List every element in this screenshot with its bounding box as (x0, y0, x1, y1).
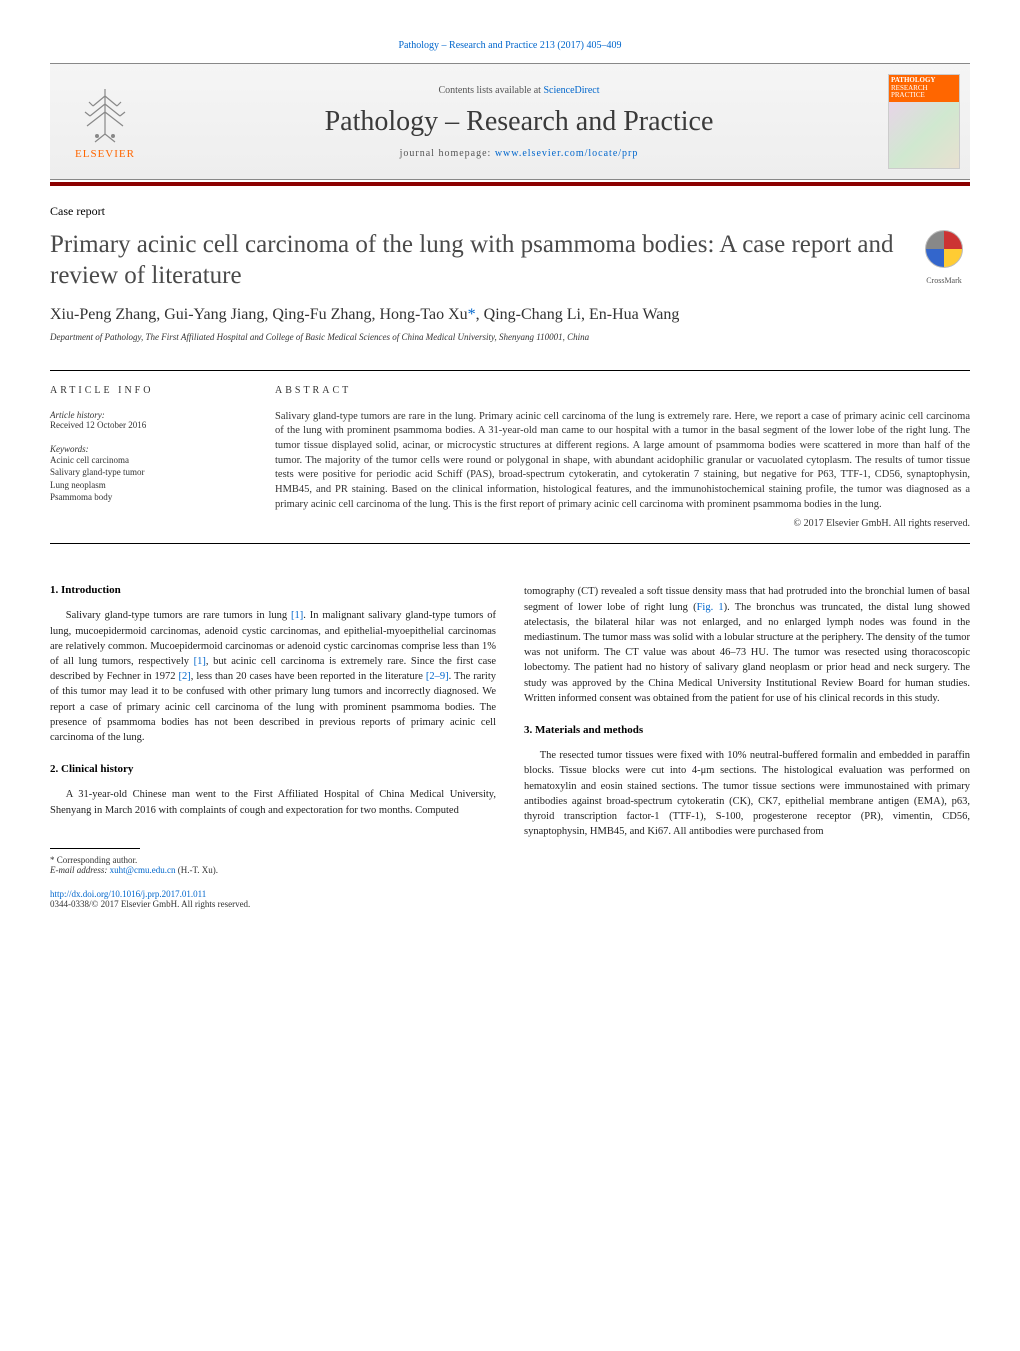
crossmark-badge[interactable]: CrossMark (918, 229, 970, 285)
cover-sub2: PRACTICE (891, 92, 957, 100)
elsevier-logo[interactable]: ELSEVIER (60, 77, 150, 167)
contents-prefix: Contents lists available at (438, 85, 543, 96)
homepage-link[interactable]: www.elsevier.com/locate/prp (495, 148, 639, 159)
article-info-column: ARTICLE INFO Article history: Received 1… (50, 370, 255, 530)
body-columns: 1. Introduction Salivary gland-type tumo… (50, 584, 970, 908)
keyword-2: Salivary gland-type tumor (50, 466, 235, 479)
s1-text-d: , less than 20 cases have been reported … (191, 671, 426, 682)
title-row: Primary acinic cell carcinoma of the lun… (50, 229, 970, 292)
citation-header: Pathology – Research and Practice 213 (2… (50, 40, 970, 51)
footnote-separator (50, 848, 140, 849)
cover-header: PATHOLOGY RESEARCH PRACTICE (889, 75, 959, 102)
citation-link[interactable]: Pathology – Research and Practice 213 (2… (398, 40, 621, 51)
ref-link-2[interactable]: [1] (194, 656, 206, 667)
section-1-heading: 1. Introduction (50, 584, 496, 596)
corresponding-author-note: * Corresponding author. (50, 855, 496, 865)
section-2-paragraph-1: A 31-year-old Chinese man went to the Fi… (50, 787, 496, 817)
homepage-line: journal homepage: www.elsevier.com/locat… (150, 148, 888, 159)
homepage-prefix: journal homepage: (400, 148, 495, 159)
keywords-label: Keywords: (50, 444, 235, 454)
banner-center: Contents lists available at ScienceDirec… (150, 85, 888, 159)
journal-name: Pathology – Research and Practice (150, 106, 888, 138)
left-column: 1. Introduction Salivary gland-type tumo… (50, 584, 496, 908)
doi-line: http://dx.doi.org/10.1016/j.prp.2017.01.… (50, 889, 496, 899)
crossmark-label: CrossMark (918, 276, 970, 285)
journal-banner: ELSEVIER Contents lists available at Sci… (50, 63, 970, 180)
authors-tail: , Qing-Chang Li, En-Hua Wang (476, 306, 680, 323)
doi-link[interactable]: http://dx.doi.org/10.1016/j.prp.2017.01.… (50, 889, 206, 899)
received-date: Received 12 October 2016 (50, 420, 235, 430)
info-abstract-row: ARTICLE INFO Article history: Received 1… (50, 370, 970, 545)
email-link[interactable]: xuht@cmu.edu.cn (110, 865, 176, 875)
article-info-heading: ARTICLE INFO (50, 385, 235, 396)
sciencedirect-link[interactable]: ScienceDirect (543, 85, 599, 96)
email-label: E-mail address: (50, 865, 110, 875)
email-line: E-mail address: xuht@cmu.edu.cn (H.-T. X… (50, 865, 496, 875)
keywords-list: Acinic cell carcinoma Salivary gland-typ… (50, 454, 235, 504)
section-3-heading: 3. Materials and methods (524, 724, 970, 736)
article-type: Case report (50, 204, 970, 219)
cover-body (889, 102, 959, 168)
elsevier-tree-icon (75, 84, 135, 144)
abstract-text: Salivary gland-type tumors are rare in t… (275, 410, 970, 513)
section-3-paragraph-1: The resected tumor tissues were fixed wi… (524, 748, 970, 839)
contents-line: Contents lists available at ScienceDirec… (150, 85, 888, 96)
section-1-paragraph: Salivary gland-type tumors are rare tumo… (50, 608, 496, 745)
page-container: Pathology – Research and Practice 213 (2… (0, 0, 1020, 949)
affiliation: Department of Pathology, The First Affil… (50, 332, 970, 342)
abstract-copyright: © 2017 Elsevier GmbH. All rights reserve… (275, 518, 970, 529)
ref-link-3[interactable]: [2] (178, 671, 190, 682)
keyword-4: Psammoma body (50, 491, 235, 504)
issn-copyright: 0344-0338/© 2017 Elsevier GmbH. All righ… (50, 899, 496, 909)
history-label: Article history: (50, 410, 235, 420)
abstract-column: ABSTRACT Salivary gland-type tumors are … (255, 370, 970, 530)
article-title: Primary acinic cell carcinoma of the lun… (50, 229, 898, 292)
fig-link-1[interactable]: Fig. 1 (697, 602, 724, 613)
s1-text-a: Salivary gland-type tumors are rare tumo… (66, 610, 291, 621)
ref-link-4[interactable]: [2–9] (426, 671, 449, 682)
authors-line: Xiu-Peng Zhang, Gui-Yang Jiang, Qing-Fu … (50, 306, 970, 324)
corresponding-mark: * (468, 306, 476, 323)
section-2-paragraph-2: tomography (CT) revealed a soft tissue d… (524, 584, 970, 706)
keyword-1: Acinic cell carcinoma (50, 454, 235, 467)
section-2-heading: 2. Clinical history (50, 763, 496, 775)
elsevier-label: ELSEVIER (75, 148, 135, 160)
crossmark-icon (924, 229, 964, 269)
authors-main: Xiu-Peng Zhang, Gui-Yang Jiang, Qing-Fu … (50, 306, 468, 323)
email-tail: (H.-T. Xu). (175, 865, 218, 875)
abstract-heading: ABSTRACT (275, 385, 970, 396)
right-column: tomography (CT) revealed a soft tissue d… (524, 584, 970, 908)
red-divider (50, 182, 970, 186)
keyword-3: Lung neoplasm (50, 479, 235, 492)
ref-link-1[interactable]: [1] (291, 610, 303, 621)
journal-cover-thumbnail[interactable]: PATHOLOGY RESEARCH PRACTICE (888, 74, 960, 169)
s2p2-text-b: ). The bronchus was truncated, the dista… (524, 602, 970, 704)
